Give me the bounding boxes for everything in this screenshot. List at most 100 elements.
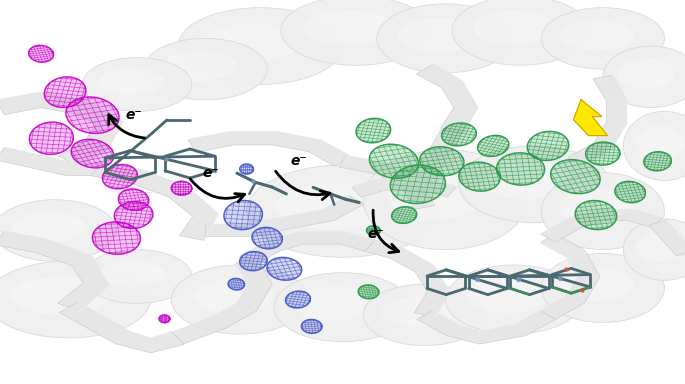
Polygon shape — [159, 315, 170, 323]
Ellipse shape — [603, 46, 685, 108]
Text: e⁻: e⁻ — [367, 227, 384, 241]
Polygon shape — [586, 142, 620, 165]
Ellipse shape — [247, 165, 438, 257]
Ellipse shape — [541, 173, 664, 250]
Polygon shape — [171, 259, 272, 344]
Polygon shape — [239, 232, 375, 265]
Polygon shape — [459, 162, 500, 191]
Polygon shape — [29, 122, 73, 154]
Polygon shape — [66, 97, 119, 133]
Polygon shape — [649, 220, 685, 256]
Polygon shape — [171, 181, 192, 195]
Polygon shape — [540, 234, 600, 319]
Polygon shape — [240, 252, 267, 271]
FancyArrowPatch shape — [275, 171, 330, 200]
Polygon shape — [573, 100, 608, 136]
Polygon shape — [615, 181, 645, 203]
Ellipse shape — [541, 8, 664, 69]
Ellipse shape — [388, 170, 486, 220]
Polygon shape — [92, 222, 140, 254]
Ellipse shape — [473, 10, 555, 45]
Ellipse shape — [82, 58, 192, 111]
Ellipse shape — [178, 8, 342, 84]
Ellipse shape — [281, 0, 432, 65]
Ellipse shape — [295, 286, 377, 321]
Polygon shape — [540, 209, 662, 242]
Ellipse shape — [636, 231, 685, 262]
Polygon shape — [188, 132, 351, 166]
Polygon shape — [206, 195, 364, 237]
Polygon shape — [0, 92, 123, 167]
Ellipse shape — [459, 146, 610, 223]
Ellipse shape — [363, 284, 486, 346]
Polygon shape — [60, 302, 184, 353]
Polygon shape — [45, 77, 86, 108]
Polygon shape — [551, 160, 600, 194]
Polygon shape — [29, 45, 53, 62]
Ellipse shape — [445, 265, 582, 334]
Polygon shape — [420, 147, 464, 176]
Polygon shape — [568, 75, 627, 166]
Polygon shape — [228, 278, 245, 290]
Ellipse shape — [397, 18, 479, 52]
Ellipse shape — [303, 10, 394, 45]
Ellipse shape — [623, 111, 685, 180]
Ellipse shape — [466, 279, 548, 313]
Ellipse shape — [560, 188, 634, 227]
Ellipse shape — [99, 260, 164, 287]
Ellipse shape — [162, 51, 236, 81]
Ellipse shape — [560, 267, 634, 302]
Ellipse shape — [11, 276, 110, 315]
Ellipse shape — [192, 279, 274, 313]
Polygon shape — [392, 207, 416, 223]
Polygon shape — [527, 131, 569, 161]
Polygon shape — [71, 139, 114, 168]
Ellipse shape — [636, 125, 685, 160]
Polygon shape — [240, 164, 253, 174]
FancyArrowPatch shape — [109, 115, 145, 138]
Polygon shape — [442, 123, 476, 146]
Polygon shape — [339, 156, 435, 209]
Ellipse shape — [274, 273, 411, 342]
Polygon shape — [0, 147, 110, 175]
Ellipse shape — [12, 212, 86, 243]
Ellipse shape — [171, 265, 308, 334]
Ellipse shape — [382, 296, 456, 327]
Ellipse shape — [99, 68, 164, 95]
Text: e⁻: e⁻ — [125, 108, 142, 122]
Ellipse shape — [363, 150, 527, 250]
Polygon shape — [575, 200, 616, 230]
Polygon shape — [417, 311, 556, 344]
Ellipse shape — [617, 58, 675, 89]
Ellipse shape — [82, 250, 192, 303]
FancyArrowPatch shape — [373, 210, 399, 253]
Polygon shape — [356, 118, 390, 143]
Polygon shape — [477, 136, 509, 156]
Ellipse shape — [377, 4, 514, 73]
Text: e⁻: e⁻ — [203, 166, 219, 180]
Polygon shape — [358, 285, 379, 299]
Ellipse shape — [0, 261, 151, 338]
Ellipse shape — [482, 161, 572, 200]
Polygon shape — [369, 144, 419, 178]
Polygon shape — [119, 189, 149, 210]
Polygon shape — [102, 164, 138, 189]
Polygon shape — [267, 257, 301, 280]
Ellipse shape — [452, 0, 589, 65]
Polygon shape — [365, 240, 449, 317]
Ellipse shape — [623, 219, 685, 280]
Polygon shape — [414, 129, 462, 179]
Polygon shape — [92, 162, 219, 240]
Polygon shape — [644, 152, 671, 171]
Polygon shape — [497, 153, 545, 185]
FancyArrowPatch shape — [190, 179, 245, 202]
Polygon shape — [224, 200, 262, 230]
Polygon shape — [286, 291, 310, 308]
Text: e⁻: e⁻ — [291, 154, 308, 168]
Polygon shape — [366, 226, 380, 235]
Polygon shape — [301, 319, 322, 333]
Polygon shape — [351, 179, 457, 197]
Ellipse shape — [144, 38, 267, 100]
Ellipse shape — [0, 200, 116, 261]
Ellipse shape — [203, 23, 301, 61]
